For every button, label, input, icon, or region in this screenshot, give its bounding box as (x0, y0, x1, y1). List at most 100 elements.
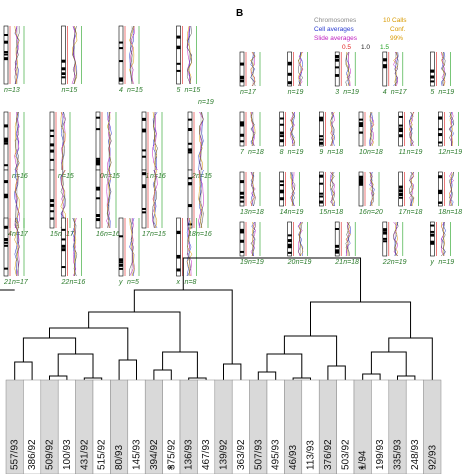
chromosome-number: 18 (438, 209, 446, 216)
chromosome-number: y (118, 279, 123, 286)
legend-slide-averages: Slide averages (314, 35, 358, 42)
ideogram (118, 25, 124, 85)
ideogram (287, 51, 292, 87)
sample-id: 363/92 (236, 439, 247, 470)
cell-count-label: n=18 (327, 149, 343, 156)
cell-count-label: n=5 (127, 279, 139, 286)
chromosome-plot (319, 111, 340, 147)
ideogram (334, 51, 340, 87)
sample-label: 113/93 (301, 379, 320, 474)
chromosome-number: 15 (319, 209, 327, 216)
chromosome-plot (287, 221, 308, 257)
sample-id: 467/93 (201, 439, 212, 470)
sample-label: 557/93 (5, 379, 24, 474)
left-karyogram-panel: n=13n=154n=155n=158n=169n=1510n=1511n=16… (3, 25, 214, 286)
cell-count-label: n=15 (196, 173, 212, 180)
chromosome-number: 17 (142, 231, 151, 238)
chromosome-plot (3, 25, 25, 85)
chromosome-number: 3 (335, 89, 339, 96)
sample-id: 199/93 (375, 439, 386, 470)
dendrogram-link (133, 289, 233, 364)
sample-label: 386/92 (23, 379, 42, 474)
cell-count-label: n=19 (288, 209, 304, 216)
chromosome-plot (239, 111, 261, 147)
ideogram (176, 25, 181, 85)
chromosome-number: 15 (50, 231, 58, 238)
cell-count-label: n=17 (240, 89, 257, 96)
sample-id: 376/92 (323, 439, 334, 470)
chromosome-number: 5 (177, 87, 181, 94)
ideogram (287, 221, 292, 257)
dendrogram-link (257, 371, 277, 380)
ideogram (398, 171, 403, 207)
legend-chromosomes: Chromosomes (314, 17, 357, 24)
cell-count-label: n=18 (248, 149, 264, 156)
legend-scale-high: 1.5 (380, 44, 389, 51)
dendrogram-link (57, 353, 94, 378)
ideogram (438, 111, 443, 147)
ideogram (239, 111, 245, 147)
sample-label-row: 557/93 386/92 509/92 100/93 431/92 515/92 80/9… (5, 379, 442, 474)
cell-count-label: n=19 (407, 149, 423, 156)
cell-count-label: n=19 (248, 259, 264, 266)
chromosome-plot (49, 111, 71, 171)
ideogram (239, 51, 245, 87)
cell-count-label: n=19 (288, 149, 304, 156)
chromosome-number: 21 (334, 259, 343, 266)
sample-id: 557/93 (10, 439, 21, 470)
ideogram (279, 111, 284, 147)
sample-label: 1/94 (353, 379, 372, 474)
sample-label: 503/92 (336, 379, 355, 474)
chromosome-number: 17 (399, 209, 408, 216)
chromosome-number: 14 (280, 209, 288, 216)
chromosome-plot (358, 111, 380, 147)
sample-id: 248/93 (410, 439, 421, 470)
dendrogram-link (22, 337, 77, 362)
ideogram (358, 111, 364, 147)
chromosome-plot (187, 111, 209, 171)
chromosome-plot (438, 111, 459, 147)
cell-count-label: n=19 (446, 149, 462, 156)
chromosome-plot (239, 51, 261, 87)
legend-calls: 10 Calls (383, 17, 407, 24)
chromosome-plot (176, 25, 197, 85)
chromosome-number: y (429, 259, 434, 266)
dendrogram-link (49, 327, 129, 360)
ideogram (382, 221, 388, 257)
ideogram (187, 111, 193, 171)
cell-count-label: n=17 (58, 231, 75, 238)
cell-count-label: n=15 (62, 87, 78, 94)
sample-label: 80/93 (110, 379, 129, 474)
legend-scale-low: 0.5 (342, 44, 351, 51)
chromosome-plot (3, 217, 25, 277)
ideogram (382, 51, 388, 87)
cell-count-label: n=18 (343, 259, 359, 266)
sample-label: 376/92 (318, 379, 337, 474)
ideogram (430, 51, 435, 87)
legend-cell-averages: Cell averages (314, 26, 354, 33)
chromosome-number: 19 (240, 259, 248, 266)
dendrogram-link (153, 369, 172, 380)
sample-id: 136/93 (184, 439, 195, 470)
cell-count-label: n=18 (446, 209, 462, 216)
cell-count-label: n=16 (12, 173, 28, 180)
sample-label: 515/92 (92, 379, 111, 474)
chromosome-number: 20 (287, 259, 296, 266)
ideogram (334, 221, 340, 257)
sample-id: 495/93 (271, 439, 282, 470)
chromosome-number: 9 (319, 149, 323, 156)
ideogram (358, 171, 364, 207)
cell-count-label: n=18 (248, 209, 264, 216)
dendrogram-link (362, 373, 381, 380)
ideogram (61, 25, 66, 85)
ideogram (398, 111, 403, 147)
sample-id: 375/92 (166, 439, 177, 470)
chromosome-number: 18 (188, 231, 196, 238)
ideogram (3, 25, 9, 85)
chromosome-number: 4 (383, 89, 387, 96)
ideogram (118, 217, 124, 277)
sample-id: 92/93 (427, 445, 438, 470)
sample-id: 509/92 (45, 439, 56, 470)
chromosome-plot (382, 51, 404, 87)
